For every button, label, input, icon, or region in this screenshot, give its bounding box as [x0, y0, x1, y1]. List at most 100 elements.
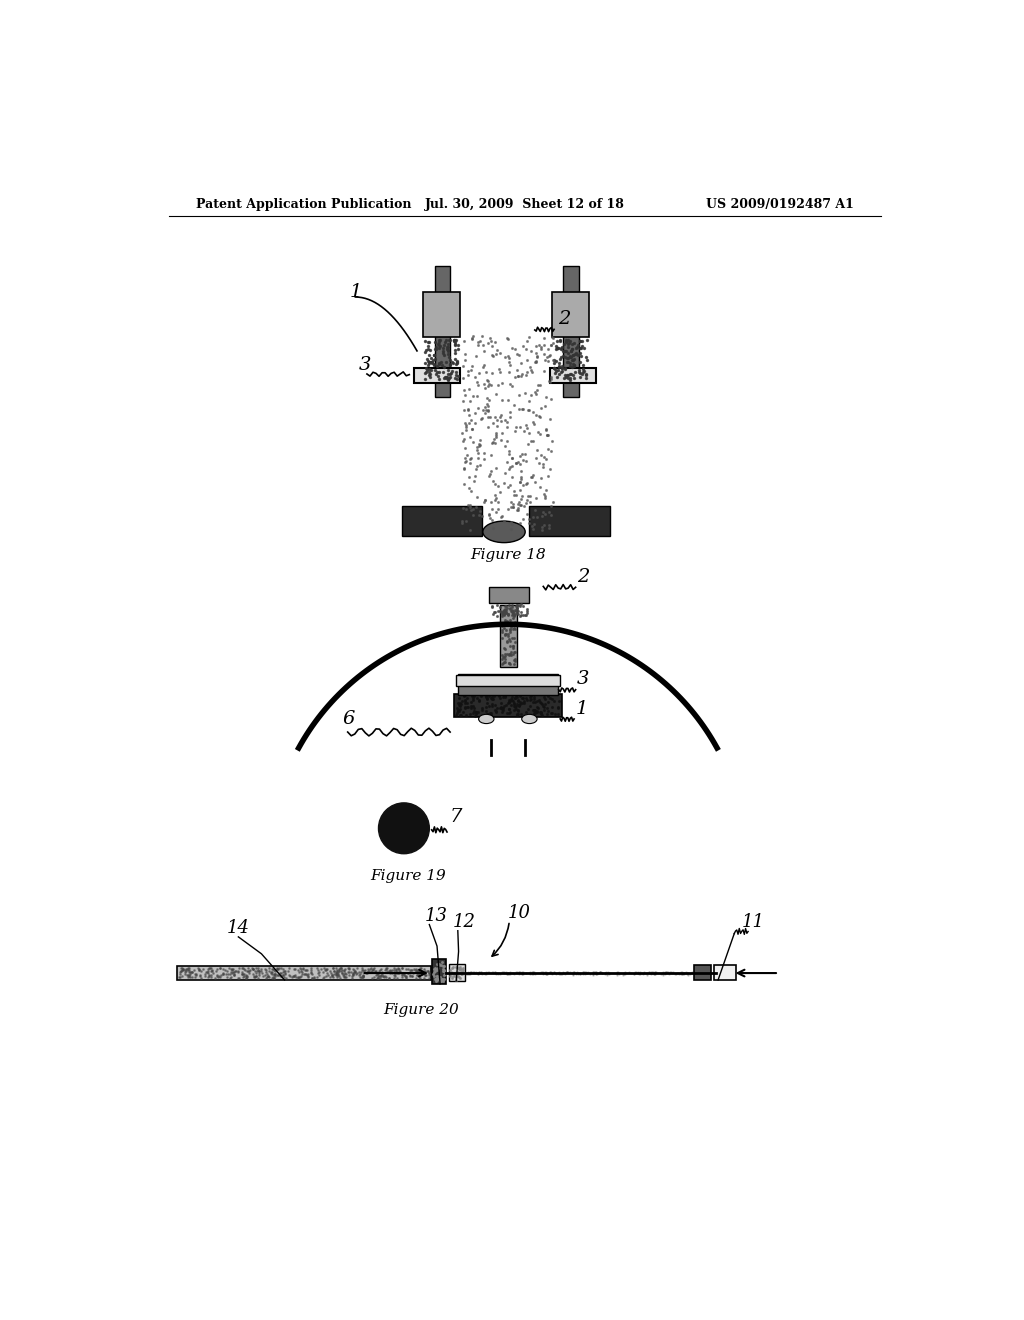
Point — [447, 330, 464, 351]
Point — [436, 356, 453, 378]
Point — [505, 619, 521, 640]
Point — [638, 962, 654, 983]
Point — [193, 964, 209, 985]
Point — [482, 327, 499, 348]
Point — [477, 403, 494, 424]
Point — [464, 356, 480, 378]
Point — [529, 696, 546, 717]
Point — [452, 968, 468, 989]
Point — [484, 689, 501, 710]
Text: 6: 6 — [342, 710, 354, 729]
Point — [498, 962, 514, 983]
Point — [474, 325, 490, 346]
Point — [484, 432, 501, 453]
Point — [428, 338, 444, 359]
Point — [463, 499, 479, 520]
Point — [434, 969, 451, 990]
Point — [482, 375, 499, 396]
Point — [469, 688, 485, 709]
Point — [564, 354, 581, 375]
Point — [460, 399, 476, 420]
Point — [591, 962, 607, 983]
Point — [411, 960, 427, 981]
Point — [409, 960, 425, 981]
Point — [507, 339, 523, 360]
Point — [546, 690, 562, 711]
Point — [562, 370, 579, 391]
Point — [265, 968, 282, 989]
Point — [531, 375, 548, 396]
Point — [466, 366, 482, 387]
Point — [431, 368, 447, 389]
Point — [663, 961, 679, 982]
Point — [527, 351, 544, 372]
Point — [672, 962, 688, 983]
Point — [594, 962, 610, 983]
Point — [499, 430, 515, 451]
Point — [468, 487, 484, 508]
Point — [330, 964, 346, 985]
Point — [500, 477, 516, 498]
Point — [394, 958, 411, 979]
Point — [554, 337, 570, 358]
Point — [443, 958, 460, 979]
Point — [444, 352, 461, 374]
Point — [341, 958, 357, 979]
Point — [304, 968, 321, 989]
Point — [302, 958, 318, 979]
Point — [324, 964, 340, 985]
Point — [570, 334, 587, 355]
Point — [459, 688, 475, 709]
Point — [449, 362, 465, 383]
Point — [186, 960, 203, 981]
Point — [172, 966, 188, 987]
Point — [408, 958, 424, 979]
Point — [470, 962, 486, 983]
Point — [634, 962, 650, 983]
Point — [495, 606, 511, 627]
Point — [193, 961, 209, 982]
Point — [220, 964, 237, 985]
Point — [559, 368, 575, 389]
Point — [467, 465, 483, 486]
Point — [275, 966, 292, 987]
Point — [449, 962, 465, 983]
Point — [543, 368, 559, 389]
Point — [526, 964, 543, 985]
Point — [515, 688, 531, 709]
Point — [502, 964, 518, 985]
Point — [455, 960, 471, 981]
Point — [440, 341, 457, 362]
Point — [497, 595, 513, 616]
Point — [600, 961, 616, 982]
Point — [442, 962, 459, 983]
Point — [462, 453, 478, 474]
Point — [293, 966, 309, 987]
Point — [456, 330, 472, 351]
Point — [520, 433, 537, 454]
Point — [439, 337, 456, 358]
Point — [419, 961, 435, 982]
Point — [382, 960, 398, 981]
Point — [639, 964, 655, 985]
Point — [528, 380, 545, 401]
Point — [359, 958, 376, 979]
Point — [393, 968, 410, 989]
Point — [540, 425, 556, 446]
Point — [215, 958, 231, 979]
Point — [265, 960, 282, 981]
Point — [421, 345, 437, 366]
Point — [433, 954, 450, 975]
Point — [542, 458, 558, 479]
Point — [486, 331, 503, 352]
Point — [592, 962, 608, 983]
Point — [431, 953, 447, 974]
Point — [459, 696, 475, 717]
Point — [516, 692, 532, 713]
Point — [550, 697, 566, 718]
Point — [530, 697, 547, 718]
Point — [559, 352, 575, 374]
Point — [269, 965, 286, 986]
Point — [574, 961, 591, 982]
Point — [572, 330, 589, 351]
